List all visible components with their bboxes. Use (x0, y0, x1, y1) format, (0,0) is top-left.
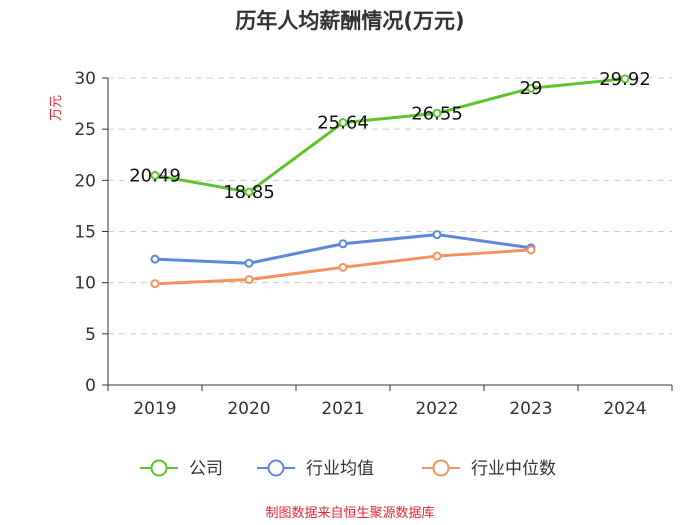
source-note: 制图数据来自恒生聚源数据库 (265, 505, 434, 521)
data-point-s0-2021[interactable] (338, 118, 348, 128)
data-point-s0-2019[interactable] (150, 170, 160, 180)
y-tick-label-10: 10 (74, 274, 96, 294)
data-labels: 20.49 18.85 25.64 26.55 29 29.92 (129, 69, 651, 203)
data-point-s2-2021[interactable] (338, 262, 348, 272)
y-axis-label: 万元 (49, 95, 64, 121)
data-point-s2-2020[interactable] (244, 275, 254, 285)
x-tick-label-2023: 2023 (509, 399, 552, 419)
series-lines (150, 74, 630, 289)
y-tick-label-20: 20 (74, 171, 96, 191)
legend-marker-1 (267, 459, 285, 477)
data-point-s2-2019[interactable] (150, 279, 160, 289)
series-line-0 (154, 77, 626, 194)
y-tick-label-15: 15 (74, 223, 96, 243)
x-tick-label-2020: 2020 (227, 399, 270, 419)
legend[interactable]: 公司 行业均值 行业中位数 (140, 459, 556, 479)
legend-item-0[interactable]: 公司 (140, 459, 223, 479)
legend-label-0: 公司 (189, 459, 223, 479)
data-point-s0-2022[interactable] (432, 108, 442, 118)
x-tick-label-2021: 2021 (321, 399, 364, 419)
data-label-2020: 18.85 (223, 182, 275, 203)
y-tick-label-0: 0 (85, 376, 96, 396)
x-tick-label-2024: 2024 (603, 399, 646, 419)
data-label-2022: 26.55 (411, 103, 463, 124)
data-label-2023: 29 (520, 78, 543, 99)
chart-title: 历年人均薪酬情况(万元) (235, 9, 464, 33)
data-point-s1-2020[interactable] (244, 258, 254, 268)
legend-item-2[interactable]: 行业中位数 (422, 459, 556, 479)
data-point-s1-2022[interactable] (432, 230, 442, 240)
legend-marker-2 (432, 459, 450, 477)
grid-lines (108, 77, 672, 335)
x-tick-label-2019: 2019 (133, 399, 176, 419)
data-point-s0-2024[interactable] (620, 74, 630, 84)
data-label-2024: 29.92 (599, 69, 651, 90)
data-point-s2-2023[interactable] (526, 245, 536, 255)
data-point-s1-2021[interactable] (338, 239, 348, 249)
data-label-2019: 20.49 (129, 165, 181, 186)
y-tick-label-5: 5 (85, 325, 96, 345)
legend-item-1[interactable]: 行业均值 (257, 459, 374, 479)
data-point-s2-2022[interactable] (432, 251, 442, 261)
y-tick-label-25: 25 (74, 120, 96, 140)
data-label-2021: 25.64 (317, 113, 369, 134)
data-point-s1-2019[interactable] (150, 254, 160, 264)
legend-label-1: 行业均值 (306, 459, 374, 479)
y-tick-label-30: 30 (74, 69, 96, 89)
legend-label-2: 行业中位数 (471, 459, 556, 479)
legend-marker-0 (150, 459, 168, 477)
axes: 0 5 10 15 20 25 30 2019 2020 2021 2022 2023 2024 (74, 69, 673, 419)
series-line-1 (154, 233, 532, 265)
x-tick-label-2022: 2022 (415, 399, 458, 419)
data-point-s0-2023[interactable] (526, 83, 536, 93)
data-point-s0-2020[interactable] (244, 187, 254, 197)
